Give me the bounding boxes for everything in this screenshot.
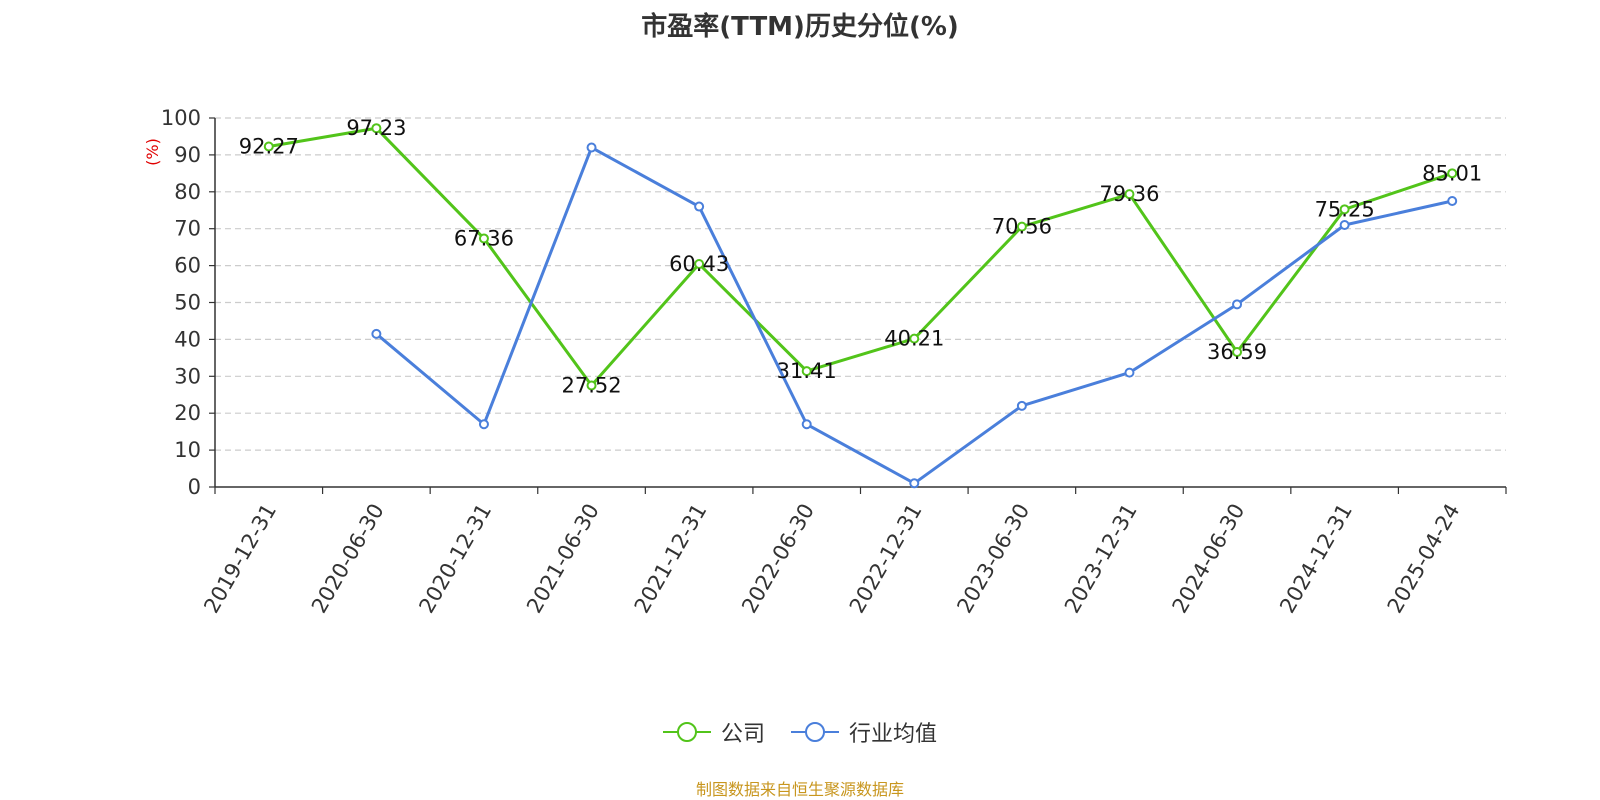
grid-lines xyxy=(215,117,1506,451)
data-label: 70.56 xyxy=(992,215,1052,239)
y-tick-label: 90 xyxy=(174,143,201,167)
data-point xyxy=(1339,220,1350,231)
series-group xyxy=(263,123,1458,489)
y-tick-label: 70 xyxy=(174,217,201,241)
legend-label: 公司 xyxy=(720,722,765,747)
data-point xyxy=(478,233,489,244)
y-tick-label: 100 xyxy=(161,106,201,130)
data-point xyxy=(1447,168,1458,179)
data-point xyxy=(1016,221,1027,232)
legend-item[interactable]: 公司 xyxy=(662,716,765,748)
data-point xyxy=(801,366,812,377)
legend-marker-icon xyxy=(791,722,839,742)
data-point xyxy=(1232,299,1243,310)
legend-marker-icon xyxy=(662,722,711,742)
source-note: 制图数据来自恒生聚源数据库 xyxy=(695,780,904,799)
data-point xyxy=(1339,204,1350,215)
data-label: 40.21 xyxy=(884,327,944,351)
data-point xyxy=(694,201,705,212)
data-point xyxy=(371,328,382,339)
data-label: 36.59 xyxy=(1207,340,1267,364)
series-line-0 xyxy=(268,126,1453,387)
y-tick-label: 50 xyxy=(174,291,201,315)
data-label: 60.43 xyxy=(669,252,729,276)
data-point xyxy=(1016,400,1027,411)
series-line-1 xyxy=(375,146,1453,485)
x-tick-label: 2022-06-30 xyxy=(737,500,819,618)
y-tick-label: 60 xyxy=(174,254,201,278)
x-tick-label: 2019-12-31 xyxy=(199,500,281,618)
x-tick-label: 2020-12-31 xyxy=(414,500,496,618)
data-point xyxy=(909,333,920,344)
data-label: 75.25 xyxy=(1315,197,1375,221)
x-tick-label: 2021-06-30 xyxy=(522,500,604,618)
data-labels: 92.27 97.23 67.36 27.52 60.43 31.41 40.21 70.56… xyxy=(239,116,1483,397)
x-tick-label: 2022-12-31 xyxy=(845,500,927,618)
data-point xyxy=(694,259,705,270)
x-tick-label: 2020-06-30 xyxy=(307,500,389,618)
data-point xyxy=(263,141,274,152)
data-label: 67.36 xyxy=(454,226,514,250)
x-tick-label: 2024-12-31 xyxy=(1275,500,1357,618)
chart-title: 市盈率(TTM)历史分位(%) xyxy=(641,12,959,42)
x-tick-label: 2023-12-31 xyxy=(1060,500,1142,618)
y-axis-label: (%) xyxy=(143,138,162,166)
data-label: 27.52 xyxy=(561,373,621,397)
data-point xyxy=(909,478,920,489)
data-point xyxy=(801,419,812,430)
x-tick-label: 2023-06-30 xyxy=(952,500,1034,618)
data-point xyxy=(371,123,382,134)
y-tick-label: 30 xyxy=(174,364,201,388)
data-point xyxy=(1124,189,1135,200)
data-label: 92.27 xyxy=(239,135,299,159)
data-label: 97.23 xyxy=(346,116,406,140)
legend-item[interactable]: 行业均值 xyxy=(791,716,937,748)
data-point xyxy=(586,380,597,391)
data-point xyxy=(1232,346,1243,357)
data-point xyxy=(586,142,597,153)
x-tick-label: 2025-04-24 xyxy=(1383,500,1465,618)
y-tick-label: 80 xyxy=(174,180,201,204)
legend-label: 行业均值 xyxy=(849,722,938,747)
y-tick-label: 20 xyxy=(174,401,201,425)
data-point xyxy=(1124,367,1135,378)
x-tick-label: 2021-12-31 xyxy=(630,500,712,618)
axes xyxy=(209,117,1507,494)
data-point xyxy=(478,419,489,430)
data-label: 85.01 xyxy=(1422,161,1482,185)
y-tick-label: 10 xyxy=(174,438,201,462)
x-tick-label: 2024-06-30 xyxy=(1168,500,1250,618)
data-label: 31.41 xyxy=(777,359,837,383)
legend: 公司 行业均值 xyxy=(0,716,1600,748)
data-label: 79.36 xyxy=(1099,182,1159,206)
y-tick-label: 40 xyxy=(174,327,201,351)
data-point xyxy=(1447,196,1458,207)
y-tick-label: 0 xyxy=(188,475,201,499)
